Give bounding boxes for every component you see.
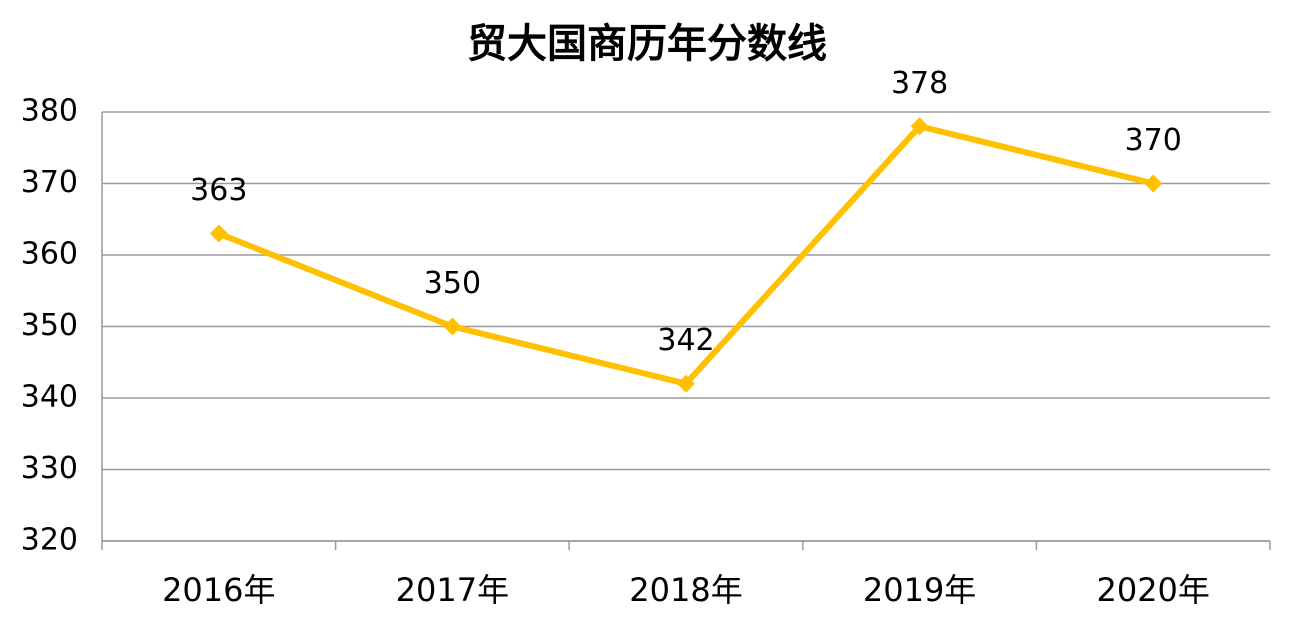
y-tick-label: 350 [21, 308, 78, 343]
data-label: 363 [190, 173, 247, 208]
marker [209, 224, 228, 243]
x-tick-label: 2019年 [863, 571, 976, 609]
marker [677, 374, 695, 393]
y-tick-label: 330 [21, 451, 78, 486]
y-tick-label: 340 [21, 380, 78, 415]
marker [910, 117, 929, 136]
data-label: 378 [891, 66, 948, 101]
marker [1144, 174, 1163, 193]
x-tick-label: 2016年 [162, 571, 275, 609]
y-tick-label: 370 [21, 165, 78, 200]
y-tick-label: 380 [21, 94, 78, 129]
data-label: 342 [657, 323, 714, 358]
x-tick-label: 2020年 [1096, 571, 1209, 609]
y-tick-label: 320 [21, 523, 78, 558]
y-tick-label: 360 [21, 237, 78, 272]
chart-title: 贸大国商历年分数线 [467, 21, 827, 67]
x-tick-label: 2018年 [629, 571, 742, 609]
marker [443, 317, 462, 336]
x-tick-label: 2017年 [396, 571, 509, 609]
data-label: 370 [1125, 123, 1182, 158]
data-label: 350 [424, 266, 481, 301]
